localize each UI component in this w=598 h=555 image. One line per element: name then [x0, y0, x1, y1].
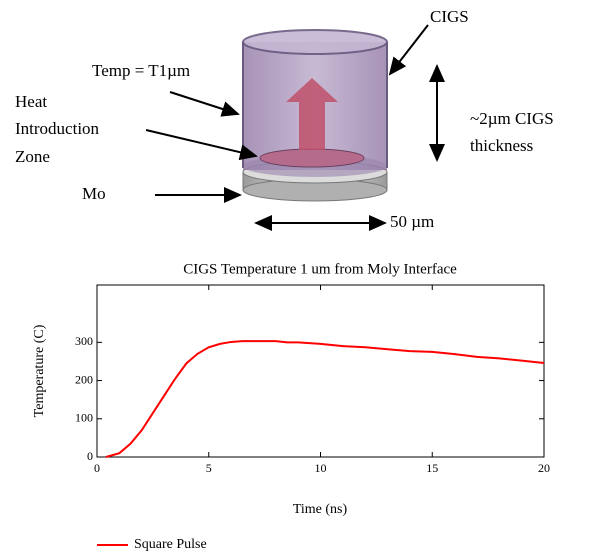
pointer — [169, 91, 240, 117]
cigs-top — [242, 29, 388, 55]
chart-title: CIGS Temperature 1 um from Moly Interfac… — [183, 261, 457, 277]
heat-arrow — [286, 78, 338, 150]
legend-label: Square Pulse — [134, 537, 207, 552]
pointer — [145, 129, 258, 161]
heat-zone — [259, 148, 365, 168]
diagram: CIGS Temp = T1µm Heat Introduction Zone … — [15, 7, 554, 231]
y-tick-label: 0 — [87, 449, 93, 463]
label: Introduction — [15, 119, 100, 138]
y-tick-label: 300 — [75, 334, 93, 348]
x-tick-label: 20 — [538, 461, 550, 475]
x-axis-label: Time (ns) — [293, 502, 348, 517]
chart: CIGS Temperature 1 um from Moly Interfac… — [32, 261, 550, 552]
y-tick-label: 100 — [75, 411, 93, 425]
x-tick-label: 5 — [206, 461, 212, 475]
x-tick-label: 10 — [315, 461, 327, 475]
plot-frame — [96, 284, 545, 458]
label: Zone — [15, 147, 50, 166]
x-tick-label: 15 — [426, 461, 438, 475]
x-tick-label: 0 — [94, 461, 100, 475]
label: Mo — [82, 184, 106, 203]
label: CIGS — [430, 7, 469, 26]
label: 50 µm — [390, 212, 434, 231]
label: Heat — [15, 92, 47, 111]
label: ~2µm CIGS — [470, 109, 554, 128]
label: Temp = T1µm — [92, 61, 190, 80]
y-tick-label: 200 — [75, 372, 93, 386]
label: thickness — [470, 136, 533, 155]
y-axis-label: Temperature (C) — [32, 324, 47, 417]
data-line — [105, 340, 545, 458]
pointer — [388, 24, 429, 76]
